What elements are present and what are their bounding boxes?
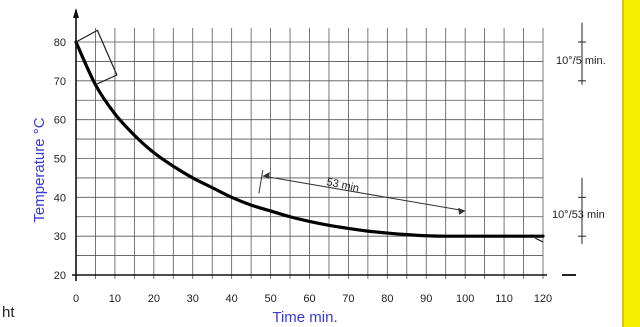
y-tick-label: 60 <box>54 115 66 127</box>
tangent-triangle <box>75 29 118 86</box>
series-line <box>74 40 545 243</box>
annotation-marks <box>75 22 586 276</box>
cooling-curve-chart: 0 10 20 30 40 50 60 70 80 90 100 110 120 20 30 40 50 60 7… <box>31 8 606 326</box>
curve-tail <box>534 237 544 243</box>
x-tick-label: 30 <box>187 293 199 305</box>
y-tick-label: 50 <box>54 154 66 166</box>
axes <box>72 8 547 281</box>
duration-arrow-head-right <box>458 207 466 215</box>
y-tick-label: 30 <box>54 231 66 243</box>
y-axis-arrow <box>73 8 79 18</box>
x-tick-label: 0 <box>73 293 79 305</box>
x-tick-label: 90 <box>420 293 432 305</box>
x-tick-label: 10 <box>109 293 121 305</box>
duration-arrow-head-left <box>262 171 270 179</box>
annotation-top-interval: 10°/5 min. <box>556 55 606 67</box>
right-edge-border <box>622 0 624 327</box>
duration-arrow-tick-left <box>258 170 264 194</box>
x-tick-label: 40 <box>226 293 238 305</box>
y-tick-labels: 20 30 40 50 60 70 80 <box>54 37 66 282</box>
annotation-lower-interval: 10°/53 min <box>552 209 605 221</box>
x-tick-label: 50 <box>264 293 276 305</box>
x-tick-label: 20 <box>148 293 160 305</box>
grid-lines <box>75 28 544 279</box>
x-tick-labels: 0 10 20 30 40 50 60 70 80 90 100 110 120 <box>73 293 552 305</box>
y-axis-title: Temperature °C <box>31 117 48 222</box>
y-tick-label: 40 <box>54 192 66 204</box>
stray-text: ht <box>2 304 15 321</box>
series-line-path <box>74 40 545 238</box>
right-edge-strip <box>624 0 640 327</box>
y-tick-label: 70 <box>54 76 66 88</box>
x-tick-label: 70 <box>342 293 354 305</box>
duration-arrow-line <box>262 175 466 212</box>
y-tick-label: 80 <box>54 37 66 49</box>
y-tick-label: 20 <box>54 270 66 282</box>
x-tick-label: 100 <box>456 293 474 305</box>
annotation-mid-interval: 53 min <box>325 176 360 195</box>
x-tick-label: 120 <box>534 293 552 305</box>
x-tick-label: 80 <box>381 293 393 305</box>
x-tick-label: 110 <box>495 293 513 305</box>
x-axis-title: Time min. <box>272 309 337 326</box>
x-tick-label: 60 <box>303 293 315 305</box>
